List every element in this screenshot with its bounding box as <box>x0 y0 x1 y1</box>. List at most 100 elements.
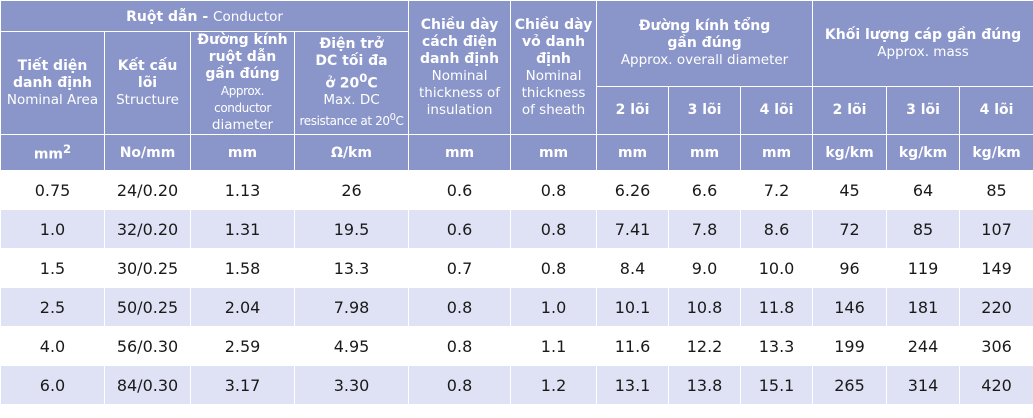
cell-resistance: 26 <box>293 170 410 210</box>
table-row: 4.0 56/0.30 2.59 4.95 0.8 1.1 11.6 12.2 … <box>0 326 1033 366</box>
conductor-diameter-vi-1: Đường kính <box>197 32 288 49</box>
table-row: 1.5 30/0.25 1.58 13.3 0.7 0.8 8.4 9.0 10… <box>0 248 1033 288</box>
cell-structure: 30/0.25 <box>104 248 191 288</box>
cell-m2: 45 <box>812 170 888 210</box>
cell-od4: 13.3 <box>740 326 814 366</box>
cell-structure: 24/0.20 <box>104 170 191 210</box>
cell-m3: 244 <box>886 326 961 366</box>
cell-od4: 15.1 <box>740 365 814 405</box>
cell-sheath: 1.0 <box>510 287 598 327</box>
od-3-core-header: 3 lõi <box>668 86 742 135</box>
mass-4-core-label: 4 lõi <box>979 102 1014 118</box>
conductor-group-header: Ruột dẫn - Conductor <box>0 0 410 32</box>
insulation-en-3: insulation <box>426 101 493 118</box>
mass-2-core-header: 2 lõi <box>812 86 888 135</box>
dc-resistance-en-2-text: resistance at 20 <box>299 114 390 129</box>
unit-structure: No/mm <box>104 134 191 171</box>
unit-od2: mm <box>596 134 670 171</box>
sheath-en-3: of sheath <box>521 101 586 118</box>
mass-vi: Khối lượng cáp gần đúng <box>824 26 1022 43</box>
cell-m4: 306 <box>959 326 1033 366</box>
cell-od3: 13.8 <box>668 365 742 405</box>
mass-3-core-header: 3 lõi <box>886 86 961 135</box>
cell-od2: 8.4 <box>596 248 670 288</box>
nominal-area-en: Nominal Area <box>6 91 99 108</box>
cell-area: 1.0 <box>0 209 105 249</box>
cell-m4: 107 <box>959 209 1033 249</box>
cell-m2: 265 <box>812 365 888 405</box>
cell-area: 2.5 <box>0 287 105 327</box>
table-body: 0.75 24/0.20 1.13 26 0.6 0.8 6.26 6.6 7.… <box>0 170 1033 405</box>
insulation-header: Chiều dày cách điện danh định Nominal th… <box>408 0 512 135</box>
unit-od4: mm <box>740 134 814 171</box>
overall-diameter-vi-1: Đường kính tổng <box>638 18 771 34</box>
cell-m2: 72 <box>812 209 888 249</box>
table-row: 1.0 32/0.20 1.31 19.5 0.6 0.8 7.41 7.8 8… <box>0 209 1033 249</box>
nominal-area-vi-1: Tiết diện <box>17 57 88 74</box>
cell-sheath: 1.1 <box>510 326 598 366</box>
sheath-vi-3: định <box>536 50 571 67</box>
cell-od3: 9.0 <box>668 248 742 288</box>
cell-area: 6.0 <box>0 365 105 405</box>
dc-resistance-vi-3-text: ở 20 <box>325 75 360 92</box>
od-4-core-label: 4 lõi <box>759 102 794 118</box>
cell-structure: 56/0.30 <box>104 326 191 366</box>
cell-area: 4.0 <box>0 326 105 366</box>
overall-diameter-en: Approx. overall diameter <box>620 52 789 68</box>
mass-en: Approx. mass <box>877 43 969 60</box>
dc-resistance-en-2-unit: C <box>395 114 404 129</box>
dc-resistance-header: Điện trở DC tối đa ở 200C Max. DC resist… <box>293 31 410 135</box>
cell-sheath: 0.8 <box>510 170 598 210</box>
dc-resistance-en-1: Max. DC <box>323 92 380 109</box>
conductor-separator: - <box>197 9 214 25</box>
unit-sheath: mm <box>510 134 598 171</box>
dc-resistance-en-2: resistance at 200C <box>296 109 408 130</box>
cell-m3: 314 <box>886 365 961 405</box>
cell-od2: 7.41 <box>596 209 670 249</box>
units-row: mm2 No/mm mm Ω/km mm mm mm mm mm kg/km k… <box>0 134 1033 171</box>
nominal-area-header: Tiết diện danh định Nominal Area <box>0 31 105 135</box>
conductor-diameter-header: Đường kính ruột dẫn gần đúng Approx. con… <box>190 31 295 135</box>
cell-sheath: 0.8 <box>510 209 598 249</box>
cell-od2: 6.26 <box>596 170 670 210</box>
unit-m3: kg/km <box>886 134 961 171</box>
cell-m4: 420 <box>959 365 1033 405</box>
dc-resistance-vi-3: ở 200C <box>296 70 408 93</box>
cell-cond-diam: 1.31 <box>190 209 295 249</box>
unit-insulation: mm <box>408 134 512 171</box>
unit-area-text: mm <box>33 146 64 163</box>
conductor-diameter-vi-3: gần đúng <box>205 66 280 82</box>
cell-insulation: 0.6 <box>408 209 512 249</box>
mass-2-core-label: 2 lõi <box>832 102 867 118</box>
sheath-vi-2: vỏ danh <box>522 33 586 50</box>
insulation-vi-3: danh định <box>420 50 500 67</box>
cell-insulation: 0.8 <box>408 287 512 327</box>
cable-spec-table: Ruột dẫn - Conductor Chiều dày cách điện… <box>0 0 1033 405</box>
cell-m4: 149 <box>959 248 1033 288</box>
cell-insulation: 0.8 <box>408 365 512 405</box>
cell-resistance: 7.98 <box>293 287 410 327</box>
cell-m3: 64 <box>886 170 961 210</box>
sheath-header: Chiều dày vỏ danh định Nominal thickness… <box>510 0 598 135</box>
structure-header: Kết cấu lõi Structure <box>104 31 191 135</box>
cell-resistance: 3.30 <box>293 365 410 405</box>
cell-sheath: 0.8 <box>510 248 598 288</box>
cell-cond-diam: 1.58 <box>190 248 295 288</box>
conductor-diameter-en-2: diameter <box>211 117 274 133</box>
cell-sheath: 1.2 <box>510 365 598 405</box>
structure-en: Structure <box>116 91 179 108</box>
cell-cond-diam: 3.17 <box>190 365 295 405</box>
cell-structure: 84/0.30 <box>104 365 191 405</box>
unit-resistance: Ω/km <box>293 134 410 171</box>
cell-od2: 11.6 <box>596 326 670 366</box>
cell-m2: 199 <box>812 326 888 366</box>
unit-cond-diam: mm <box>190 134 295 171</box>
cell-cond-diam: 2.59 <box>190 326 295 366</box>
cell-cond-diam: 1.13 <box>190 170 295 210</box>
insulation-en-1: Nominal <box>431 67 488 84</box>
cell-m3: 181 <box>886 287 961 327</box>
mass-4-core-header: 4 lõi <box>959 86 1033 135</box>
cell-od3: 12.2 <box>668 326 742 366</box>
cell-structure: 50/0.25 <box>104 287 191 327</box>
structure-vi-2: lõi <box>137 74 158 91</box>
